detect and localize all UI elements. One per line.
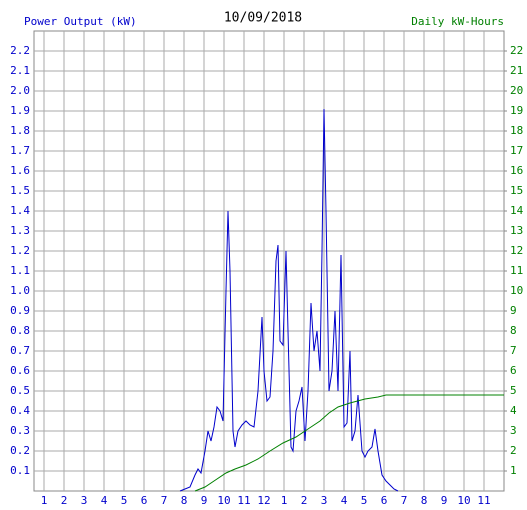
y2-tick-label: 19 (510, 104, 523, 117)
y-tick-label: 1.0 (10, 284, 30, 297)
x-tick-label: 4 (341, 494, 348, 507)
x-tick-label: 9 (441, 494, 448, 507)
x-tick-label: 11 (477, 494, 490, 507)
y-tick-label: 1.8 (10, 124, 30, 137)
y2-tick-label: 14 (510, 204, 524, 217)
y2-tick-label: 20 (510, 84, 523, 97)
y-tick-label: 0.3 (10, 424, 30, 437)
y2-tick-label: 7 (510, 344, 517, 357)
y-tick-label: 0.1 (10, 464, 30, 477)
chart-title: 10/09/2018 (224, 11, 302, 26)
y-tick-label: 0.4 (10, 404, 30, 417)
y-tick-label: 2.1 (10, 64, 30, 77)
y-tick-label: 0.2 (10, 444, 30, 457)
y2-tick-label: 21 (510, 64, 523, 77)
x-tick-label: 10 (457, 494, 470, 507)
y-tick-label: 2.0 (10, 84, 30, 97)
x-tick-label: 3 (81, 494, 88, 507)
y2-tick-label: 16 (510, 164, 523, 177)
y-tick-label: 1.1 (10, 264, 30, 277)
y-tick-label: 1.2 (10, 244, 30, 257)
y2-tick-label: 10 (510, 284, 523, 297)
y2-tick-label: 1 (510, 464, 517, 477)
y2-tick-label: 6 (510, 364, 517, 377)
x-tick-label: 8 (421, 494, 428, 507)
y2-axis-label: Daily kW-Hours (411, 15, 504, 28)
y2-tick-label: 17 (510, 144, 523, 157)
y-tick-label: 0.6 (10, 364, 30, 377)
y-tick-label: 1.7 (10, 144, 30, 157)
x-tick-label: 7 (161, 494, 168, 507)
x-tick-label: 12 (257, 494, 270, 507)
y2-tick-label: 12 (510, 244, 523, 257)
y2-tick-label: 9 (510, 304, 517, 317)
y2-tick-label: 4 (510, 404, 517, 417)
y-tick-label: 0.5 (10, 384, 30, 397)
y-tick-label: 0.8 (10, 324, 30, 337)
x-tick-label: 10 (217, 494, 230, 507)
x-tick-label: 6 (381, 494, 388, 507)
x-tick-label: 9 (201, 494, 208, 507)
x-tick-label: 1 (41, 494, 48, 507)
y2-tick-label: 3 (510, 424, 517, 437)
x-tick-label: 11 (237, 494, 250, 507)
y-tick-label: 1.6 (10, 164, 30, 177)
plot-area (33, 30, 505, 492)
y2-tick-label: 22 (510, 44, 523, 57)
x-tick-label: 5 (361, 494, 368, 507)
data-line (194, 394, 504, 492)
y2-tick-label: 18 (510, 124, 523, 137)
y-axis-label: Power Output (kW) (24, 15, 137, 28)
y-tick-label: 2.2 (10, 44, 30, 57)
y2-tick-label: 8 (510, 324, 517, 337)
y2-tick-label: 5 (510, 384, 517, 397)
y-tick-label: 1.9 (10, 104, 30, 117)
x-tick-label: 4 (101, 494, 108, 507)
x-tick-label: 6 (141, 494, 148, 507)
y-tick-label: 0.9 (10, 304, 30, 317)
y2-tick-label: 11 (510, 264, 523, 277)
y2-tick-label: 13 (510, 224, 523, 237)
y-tick-label: 1.4 (10, 204, 30, 217)
x-tick-label: 7 (401, 494, 408, 507)
y2-tick-label: 15 (510, 184, 523, 197)
x-tick-label: 3 (321, 494, 328, 507)
y-tick-label: 1.3 (10, 224, 30, 237)
x-tick-label: 2 (61, 494, 68, 507)
y2-tick-label: 2 (510, 444, 517, 457)
x-tick-label: 8 (181, 494, 188, 507)
data-line (179, 108, 399, 492)
x-tick-label: 1 (281, 494, 288, 507)
y-tick-label: 1.5 (10, 184, 30, 197)
x-tick-label: 2 (301, 494, 308, 507)
x-tick-label: 5 (121, 494, 128, 507)
y-tick-label: 0.7 (10, 344, 30, 357)
